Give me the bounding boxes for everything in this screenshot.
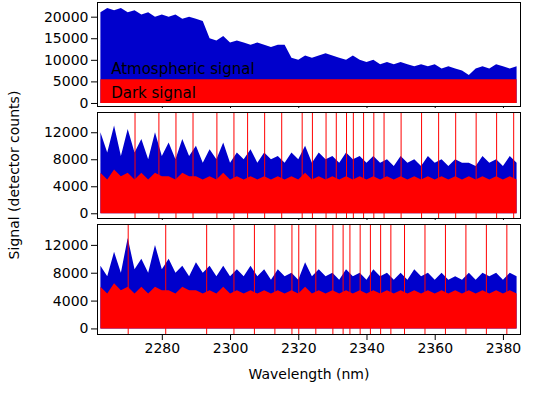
svg-text:2320: 2320 — [281, 340, 317, 356]
svg-text:5000: 5000 — [53, 73, 89, 89]
svg-text:2280: 2280 — [144, 340, 180, 356]
svg-text:15000: 15000 — [44, 30, 89, 46]
html-text:Signal (detector counts): Signal (detector counts) — [6, 90, 22, 260]
svg-text:12000: 12000 — [44, 124, 89, 140]
svg-text:2360: 2360 — [417, 340, 453, 356]
svg-text:8000: 8000 — [53, 265, 89, 281]
svg-text:0: 0 — [80, 95, 89, 108]
svg-text:0: 0 — [80, 205, 89, 220]
svg-text:2300: 2300 — [213, 340, 249, 356]
svg-text:Wavelength (nm): Wavelength (nm) — [249, 366, 370, 382]
svg-text:0: 0 — [80, 320, 89, 336]
svg-text:Dark signal: Dark signal — [111, 83, 196, 101]
svg-text:4000: 4000 — [53, 178, 89, 194]
svg-text:2340: 2340 — [349, 340, 385, 356]
svg-text:12000: 12000 — [44, 237, 89, 253]
svg-text:8000: 8000 — [53, 151, 89, 167]
svg-text:20000: 20000 — [44, 9, 89, 25]
svg-text:2380: 2380 — [486, 340, 522, 356]
svg-text:Atmospheric signal: Atmospheric signal — [111, 60, 254, 78]
svg-text:4000: 4000 — [53, 293, 89, 309]
svg-text:10000: 10000 — [44, 52, 89, 68]
